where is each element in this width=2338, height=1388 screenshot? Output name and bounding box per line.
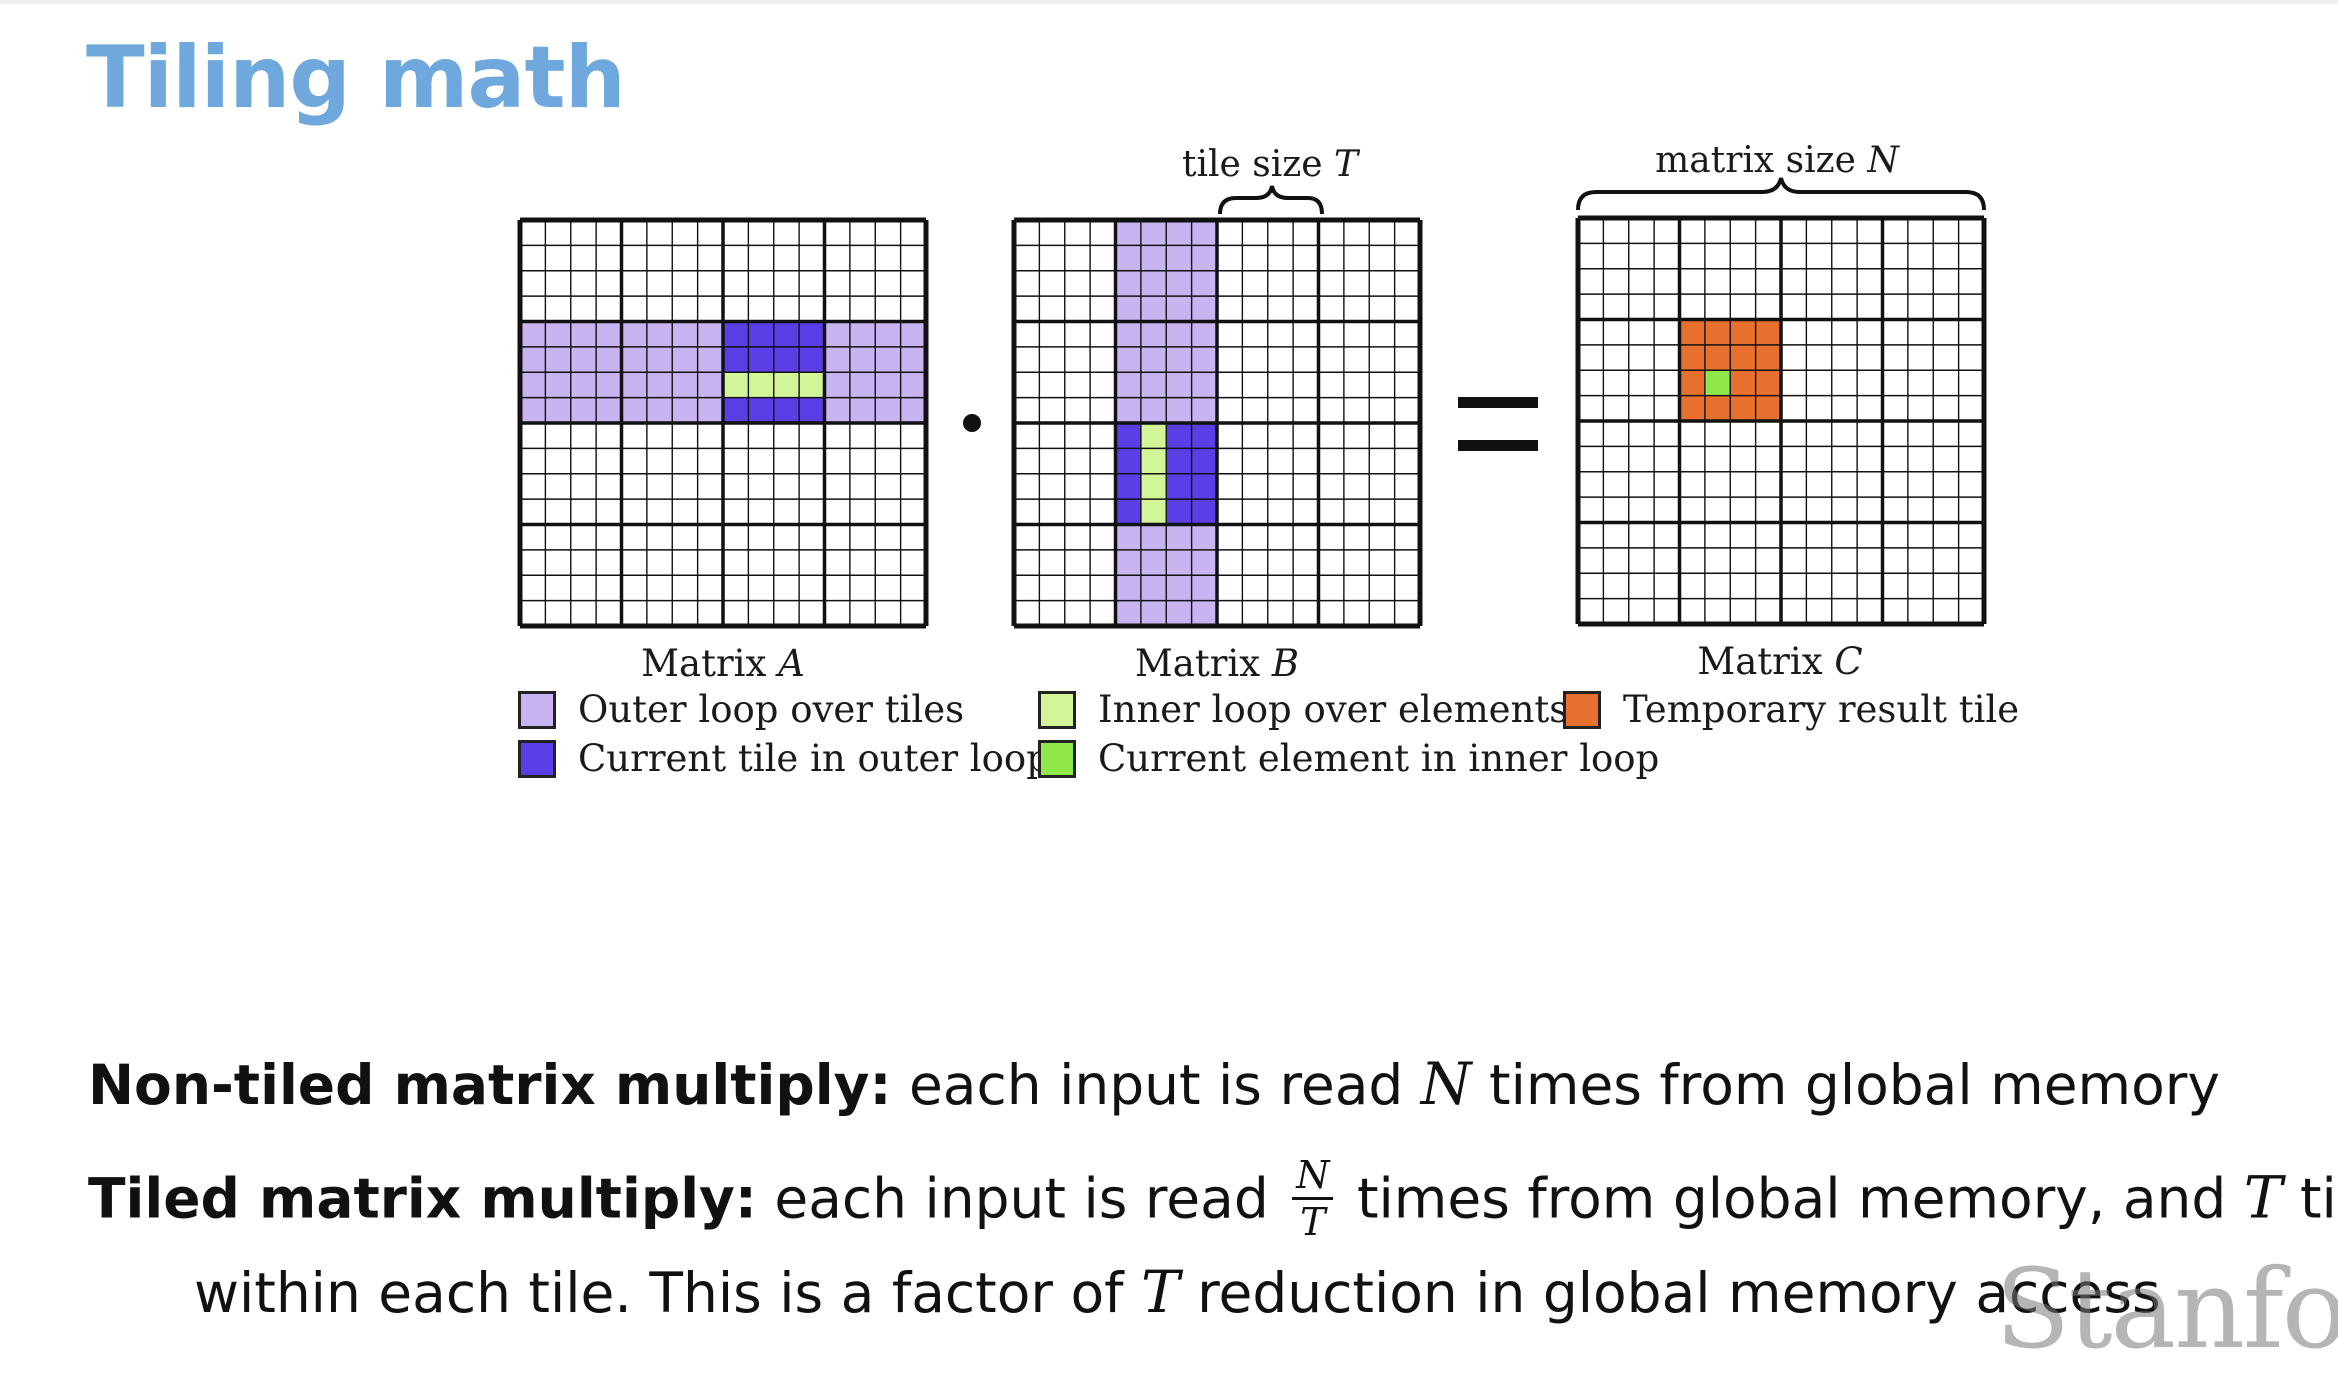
non-tiled-var: N	[1420, 1050, 1472, 1118]
stanford-watermark: Stanford	[1995, 1245, 2338, 1373]
equals-operator-top	[1458, 397, 1538, 408]
tiled-cont-var: T	[1140, 1258, 1180, 1326]
non-tiled-line: Non-tiled matrix multiply: each input is…	[88, 1050, 2220, 1118]
matrix-c-grid	[1575, 215, 1987, 627]
legend-current-tile: Current tile in outer loop	[518, 737, 1050, 780]
fraction-numerator: N	[1292, 1156, 1334, 1200]
non-tiled-heading: Non-tiled matrix multiply:	[88, 1053, 892, 1117]
matrix-size-label-text: matrix size	[1655, 140, 1867, 181]
tiled-heading: Tiled matrix multiply:	[88, 1166, 757, 1231]
legend-temp-result-swatch	[1563, 690, 1601, 729]
equals-operator-bottom	[1458, 440, 1538, 451]
legend-current-element: Current element in inner loop	[1038, 737, 1659, 780]
matrix-a-label-text: Matrix	[641, 642, 778, 685]
legend-temp-result-label: Temporary result tile	[1623, 688, 2020, 731]
legend-current-element-swatch	[1038, 739, 1076, 778]
tiled-line-continued: within each tile. This is a factor of T …	[194, 1258, 2161, 1326]
tiled-cont-pre: within each tile. This is a factor of	[194, 1261, 1141, 1325]
non-tiled-pre: each input is read	[891, 1053, 1421, 1117]
matrix-b-label-text: Matrix	[1135, 642, 1272, 685]
top-edge	[0, 0, 2338, 4]
tile-size-label: tile size T	[1182, 144, 1361, 185]
legend-inner-loop-swatch	[1038, 690, 1076, 729]
legend-current-element-label: Current element in inner loop	[1098, 737, 1660, 780]
matrix-size-label: matrix size N	[1655, 140, 1900, 181]
non-tiled-post: times from global memory	[1471, 1053, 2220, 1117]
matrix-size-brace	[1576, 177, 1986, 211]
legend-current-tile-label: Current tile in outer loop	[578, 737, 1050, 780]
tiled-var: T	[2243, 1163, 2283, 1232]
legend-outer-loop-swatch	[518, 690, 556, 729]
tiled-mid: times from global memory, and	[1339, 1166, 2244, 1231]
matrix-b-label: Matrix B	[1135, 642, 1299, 685]
legend-outer-loop-label: Outer loop over tiles	[578, 688, 965, 731]
legend-inner-loop-label: Inner loop over elements	[1098, 688, 1569, 731]
matrix-c-label-var: C	[1834, 640, 1862, 683]
matrix-a-grid	[517, 217, 929, 629]
matrix-a-label-var: A	[775, 642, 805, 685]
tile-size-label-text: tile size	[1182, 144, 1334, 185]
matrix-size-label-var: N	[1866, 140, 1900, 181]
matrix-a-label: Matrix A	[641, 642, 805, 685]
legend-outer-loop: Outer loop over tiles	[518, 688, 964, 731]
matrix-b-label-var: B	[1271, 642, 1299, 685]
tiled-pre: each input is read	[756, 1166, 1287, 1231]
tile-size-label-var: T	[1334, 144, 1361, 185]
tile-size-brace	[1218, 185, 1324, 215]
matrix-c-label: Matrix C	[1697, 640, 1862, 683]
matrix-b-grid	[1011, 217, 1423, 629]
legend-inner-loop: Inner loop over elements	[1038, 688, 1568, 731]
slide-title: Tiling math	[86, 28, 626, 128]
matrix-c-label-text: Matrix	[1697, 640, 1834, 683]
tiled-post: time	[2299, 1166, 2338, 1231]
dot-operator	[963, 414, 981, 432]
legend-temp-result: Temporary result tile	[1563, 688, 2019, 731]
legend-current-tile-swatch	[518, 739, 556, 778]
tiled-line: Tiled matrix multiply: each input is rea…	[88, 1156, 2338, 1245]
tiled-cont-post: reduction in global memory access	[1179, 1261, 2161, 1325]
matrix-c-current-element	[1704, 370, 1731, 396]
fraction-denominator: T	[1300, 1200, 1326, 1244]
